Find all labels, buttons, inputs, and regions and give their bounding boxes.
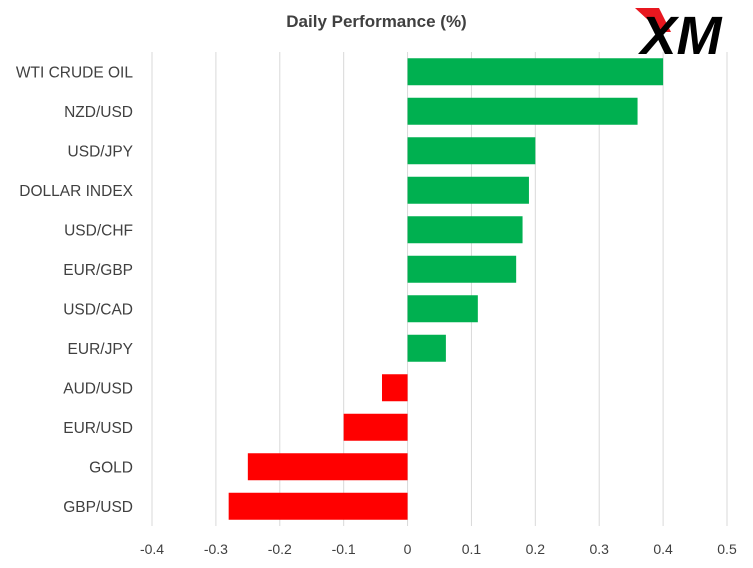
x-tick-label: -0.4	[140, 541, 164, 557]
category-label: AUD/USD	[63, 380, 133, 397]
logo-text: XM	[638, 6, 723, 62]
gridlines	[151, 52, 728, 526]
xm-logo: XM	[635, 6, 723, 62]
bar	[407, 255, 517, 283]
x-tick-label: 0.3	[589, 541, 609, 557]
category-label: EUR/USD	[63, 420, 133, 437]
bars	[228, 58, 664, 520]
category-label: EUR/JPY	[68, 341, 133, 358]
bar	[407, 97, 638, 125]
bar	[407, 334, 446, 362]
bar	[247, 453, 408, 481]
x-tick-label: 0.5	[717, 541, 737, 557]
category-label: USD/JPY	[68, 143, 133, 160]
x-tick-label: 0.1	[462, 541, 482, 557]
category-label: WTI CRUDE OIL	[16, 64, 133, 81]
bar	[407, 295, 478, 323]
category-label: DOLLAR INDEX	[19, 183, 133, 200]
x-tick-label: 0	[404, 541, 412, 557]
category-label: GBP/USD	[63, 499, 133, 516]
bar	[407, 58, 664, 86]
x-tick-label: 0.4	[653, 541, 673, 557]
bar	[343, 413, 408, 441]
chart-title: Daily Performance (%)	[286, 12, 467, 31]
category-label: GOLD	[89, 459, 133, 476]
x-tick-label: 0.2	[526, 541, 546, 557]
bar	[382, 374, 408, 402]
bar	[407, 216, 523, 244]
bar	[407, 176, 529, 204]
bar	[407, 137, 536, 165]
category-label: NZD/USD	[64, 104, 133, 121]
logo-red-swoosh	[635, 8, 671, 32]
x-tick-label: -0.1	[332, 541, 356, 557]
category-label: EUR/GBP	[63, 262, 133, 279]
x-tick-label: -0.2	[268, 541, 292, 557]
bar	[228, 492, 408, 520]
category-labels: WTI CRUDE OIL NZD/USD USD/JPY DOLLAR INDEX U…	[16, 64, 134, 516]
x-tick-label: -0.3	[204, 541, 228, 557]
x-axis-ticks: -0.4 -0.3 -0.2 -0.1 0 0.1 0.2 0.3 0.4 0.5	[140, 541, 737, 557]
category-label: USD/CAD	[63, 301, 133, 318]
category-label: USD/CHF	[64, 222, 133, 239]
